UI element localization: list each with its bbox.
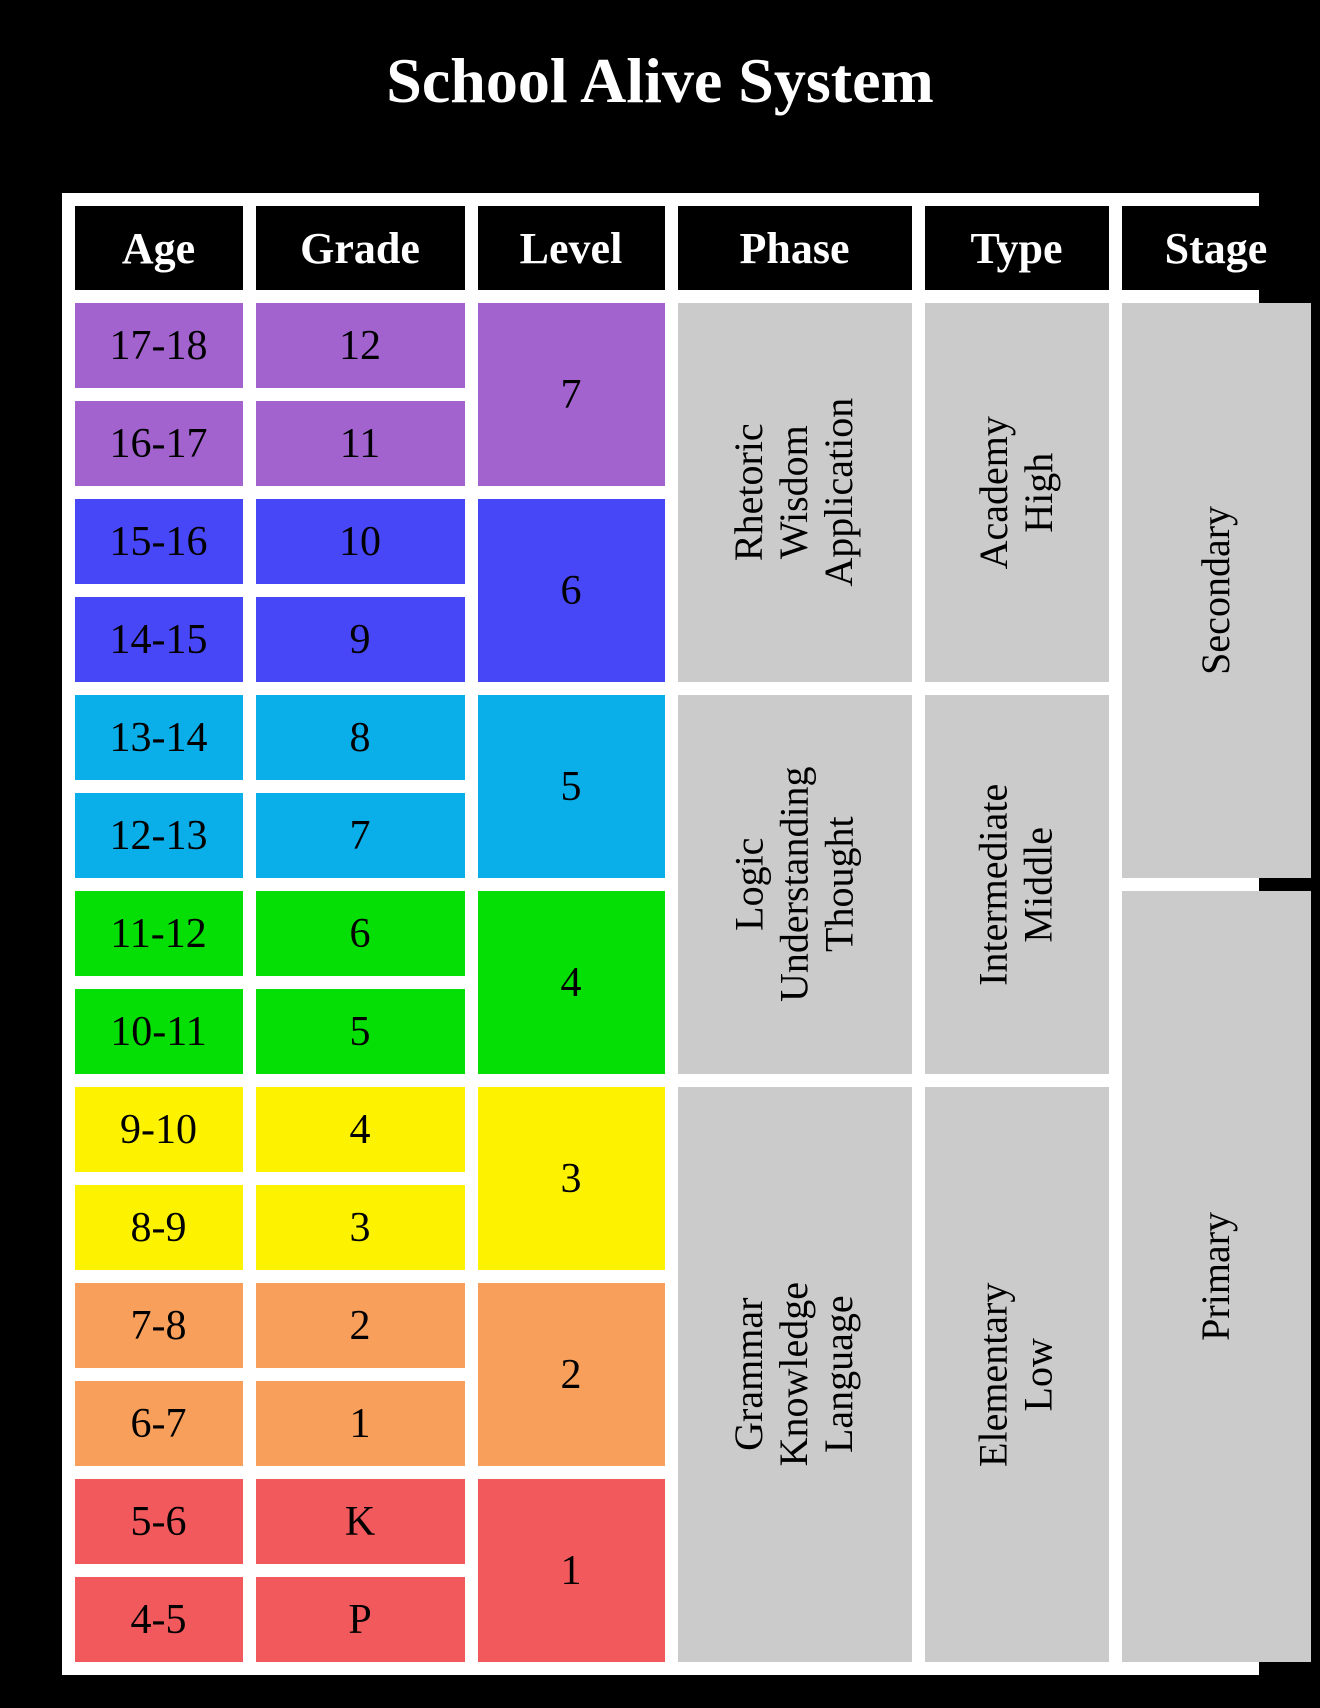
grade-cell: 2 [255,1283,465,1368]
phase-line: Language [815,1295,861,1454]
type-cell-rotated-text: Intermediate Middle [970,783,1062,986]
type-line: Academy [970,415,1016,570]
type-cell: Intermediate Middle [924,695,1109,1074]
grade-cell: P [255,1577,465,1662]
age-cell: 7-8 [74,1283,243,1368]
level-cell: 1 [477,1479,665,1662]
type-line: Elementary [970,1282,1016,1467]
phase-line: Rhetoric [726,423,772,562]
type-line: Intermediate [970,783,1016,986]
stage-cell: Secondary [1121,303,1311,878]
type-cell-rotated-text: Elementary Low [970,1282,1062,1467]
grade-cell: 7 [255,793,465,878]
type-line: Low [1015,1337,1061,1412]
stage-line: Primary [1192,1212,1238,1341]
stage-cell-rotated-text: Primary [1192,1212,1239,1341]
stage-cell: Primary [1121,891,1311,1662]
page-title: School Alive System [386,45,934,116]
grade-cell: K [255,1479,465,1564]
stage-line: Secondary [1192,506,1238,675]
phase-line: Understanding [771,766,817,1003]
phase-cell-rotated-text: Logic Understanding Thought [726,766,861,1003]
level-cell: 4 [477,891,665,1074]
age-cell: 6-7 [74,1381,243,1466]
grade-cell: 1 [255,1381,465,1466]
level-cell: 7 [477,303,665,486]
phase-line: Thought [815,816,861,953]
column-header-age: Age [74,206,243,290]
phase-cell: Rhetoric Wisdom Application [677,303,912,682]
type-cell-rotated-text: Academy High [970,415,1062,570]
grade-cell: 8 [255,695,465,780]
age-cell: 14-15 [74,597,243,682]
age-cell: 8-9 [74,1185,243,1270]
age-cell: 13-14 [74,695,243,780]
phase-line: Logic [726,837,772,932]
age-cell: 16-17 [74,401,243,486]
age-cell: 12-13 [74,793,243,878]
phase-cell-rotated-text: Rhetoric Wisdom Application [726,398,861,587]
grade-cell: 4 [255,1087,465,1172]
age-cell: 5-6 [74,1479,243,1564]
phase-cell: Logic Understanding Thought [677,695,912,1074]
phase-cell: Grammar Knowledge Language [677,1087,912,1662]
phase-line: Wisdom [771,425,817,560]
level-cell: 5 [477,695,665,878]
age-cell: 15-16 [74,499,243,584]
grade-cell: 12 [255,303,465,388]
level-cell: 2 [477,1283,665,1466]
phase-cell-rotated-text: Grammar Knowledge Language [726,1282,861,1467]
grade-cell: 11 [255,401,465,486]
type-line: High [1015,452,1061,533]
grade-cell: 5 [255,989,465,1074]
stage-cell-rotated-text: Secondary [1192,506,1239,675]
age-cell: 10-11 [74,989,243,1074]
phase-line: Grammar [726,1297,772,1452]
phase-line: Knowledge [771,1282,817,1467]
age-cell: 9-10 [74,1087,243,1172]
type-cell: Elementary Low [924,1087,1109,1662]
type-cell: Academy High [924,303,1109,682]
column-header-phase: Phase [677,206,912,290]
column-header-level: Level [477,206,665,290]
column-header-stage: Stage [1121,206,1311,290]
age-cell: 4-5 [74,1577,243,1662]
level-cell: 3 [477,1087,665,1270]
level-cell: 6 [477,499,665,682]
grade-cell: 10 [255,499,465,584]
grade-cell: 6 [255,891,465,976]
column-header-type: Type [924,206,1109,290]
age-cell: 11-12 [74,891,243,976]
type-line: Middle [1015,826,1061,943]
school-system-table: Age Grade Level Phase Type Stage 17-18 12 16-17 1… [61,193,1311,1675]
grade-cell: 3 [255,1185,465,1270]
age-cell: 17-18 [74,303,243,388]
phase-line: Application [815,398,861,587]
column-header-grade: Grade [255,206,465,290]
grade-cell: 9 [255,597,465,682]
